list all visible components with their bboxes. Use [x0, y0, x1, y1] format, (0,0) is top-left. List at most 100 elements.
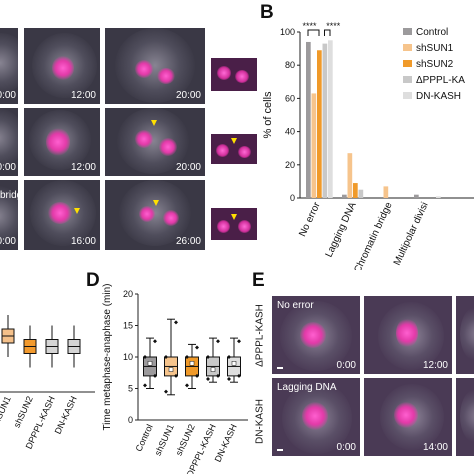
mean-marker [168, 367, 174, 372]
panel-a-row1-zoom [211, 58, 257, 91]
panel-letter-b: B [260, 2, 274, 23]
data-point [237, 373, 241, 378]
y-tick-label: 40 [285, 127, 295, 137]
data-point [227, 355, 231, 359]
panel-a-row3-frame2: 16:00 [24, 180, 100, 250]
data-point [195, 373, 199, 378]
chromosome-blob [46, 128, 70, 156]
cell-halo [117, 108, 189, 174]
panel-b-bar-chart: 0 20 40 60 80 100 % of cells No error Lagging DN… [262, 21, 474, 270]
data-point [227, 377, 231, 382]
y-tick-label: 0 [290, 193, 295, 203]
timestamp: 16:00 [70, 236, 96, 247]
panel-a-row1-frame3: 20:00 [105, 28, 205, 104]
panel-letter-e: E [252, 270, 265, 291]
panel-a-row1-frame2: 12:00 [24, 28, 100, 104]
x-tick-label: shSUN1 [0, 395, 13, 430]
mean-marker [147, 361, 153, 366]
mean-marker [189, 361, 195, 366]
bar-0-3 [322, 43, 328, 199]
chromosome-blob [300, 322, 326, 348]
row-label: No error [277, 300, 314, 311]
chromosome-blob [135, 130, 153, 148]
bar-3-4 [436, 196, 441, 198]
timestamp: 26:00 [175, 236, 201, 247]
x-tick-label: Chromatin bridge [352, 200, 395, 270]
side-label-top-wrap: ΔPPPL-KASH [252, 300, 268, 380]
timestamp: 12:00 [70, 162, 96, 173]
y-tick-label: 15 [123, 321, 133, 331]
timestamp: 0:00 [0, 90, 16, 101]
legend-swatch [403, 44, 412, 51]
y-tick-label: 20 [285, 160, 295, 170]
cell-halo [460, 386, 474, 446]
x-tick-label: Lagging DNA [324, 200, 359, 259]
cell-halo [460, 304, 474, 364]
timestamp: 12:00 [70, 90, 96, 101]
x-tick-label: DN-KASH [53, 395, 79, 436]
data-point [143, 383, 147, 388]
panel-d-box-plot: 0 5 10 15 20 Time metaphase-anaphase (min) Con… [102, 284, 248, 474]
bar-1-0 [342, 194, 347, 198]
data-point [216, 373, 220, 378]
legend-swatch [403, 60, 412, 67]
legend-label: Control [416, 27, 448, 38]
panel-a-row2-frame3: 20:00 [105, 108, 205, 176]
significance-bracket [307, 29, 320, 36]
legend-swatch [403, 92, 412, 99]
yellow-arrow-icon [153, 200, 159, 206]
row-label: bridge [0, 190, 18, 201]
panel-a-row3-zoom [211, 208, 257, 240]
timestamp: 0:00 [0, 162, 16, 173]
y-axis-label: % of cells [262, 91, 274, 139]
timestamp: 14:00 [422, 442, 448, 453]
x-tick-label: shSUN2 [12, 395, 35, 430]
chromosome-blob [139, 206, 155, 222]
scale-bar [277, 367, 283, 369]
bar-2-1 [383, 186, 389, 198]
y-tick-label: 20 [123, 289, 133, 299]
timestamp: 0:00 [336, 442, 356, 453]
x-tick-label: Control [133, 423, 154, 454]
panel-a-row3-frame1: bridge 0:00 [0, 180, 18, 250]
panel-a-row2-frame1: 0:00 [0, 108, 18, 176]
significance-label: **** [326, 21, 341, 31]
panel-a-row3-frame3: 26:00 [105, 180, 205, 250]
bar-0-0 [306, 41, 311, 199]
significance-label: **** [302, 21, 317, 31]
bar-1-3 [358, 189, 364, 198]
x-tick-label: No error [297, 200, 323, 238]
chromosome-blob [302, 402, 328, 430]
y-tick-label: 0 [128, 415, 133, 425]
chromosome-blob [48, 202, 72, 224]
timestamp: 0:00 [0, 236, 16, 247]
bar-0-4 [328, 40, 333, 198]
panel-e-row1-frame2: 12:00 [364, 296, 452, 374]
yellow-arrow-icon [151, 120, 157, 126]
chromosome-blob [157, 68, 175, 84]
x-tick-label: shSUN1 [153, 423, 176, 458]
bar-1-2 [353, 183, 358, 198]
bar-3-0 [414, 194, 419, 198]
yellow-arrow-icon [231, 138, 237, 144]
chromosome-blob [135, 60, 153, 78]
panel-a-row1-frame1: 0:00 [0, 28, 18, 104]
data-point [237, 339, 241, 344]
panel-e-row1-frame1: No error 0:00 [272, 296, 360, 374]
legend-label: shSUN2 [416, 59, 454, 70]
mean-marker [231, 361, 237, 366]
yellow-arrow-icon [74, 208, 80, 214]
y-tick-label: 60 [285, 93, 295, 103]
data-point [216, 339, 220, 344]
data-point [164, 389, 168, 394]
side-label-top: ΔPPPL-KASH [254, 304, 266, 367]
scale-bar [277, 449, 283, 451]
y-tick-label: 10 [123, 352, 133, 362]
cell-halo [0, 186, 18, 246]
cell-halo [115, 28, 195, 103]
chromosome-blob [159, 138, 177, 156]
x-tick-label: shSUN2 [174, 423, 197, 458]
panel-letter-d: D [86, 270, 100, 291]
x-tick-label: Multipolar divisi [392, 201, 431, 268]
